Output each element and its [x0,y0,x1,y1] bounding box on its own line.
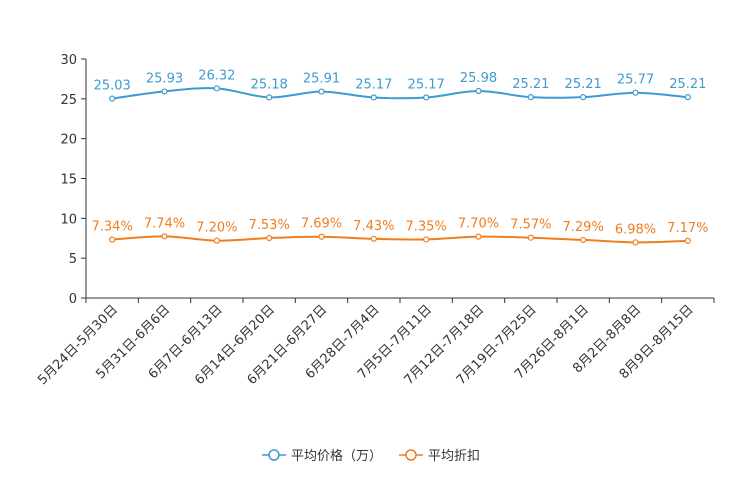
data-point [423,236,430,243]
data-point [266,94,273,101]
data-point [213,237,220,244]
data-label: 7.29% [563,220,604,235]
data-label: 7.35% [406,219,447,234]
legend-label-2: 平均折扣 [428,449,480,464]
data-label: 25.21 [669,77,706,92]
y-tick-label: 15 [60,173,77,188]
data-point [213,85,220,92]
data-point [318,233,325,240]
data-label: 25.77 [617,73,654,88]
data-point [423,94,430,101]
data-point [580,94,587,101]
data-label: 7.57% [510,218,551,233]
data-point [161,233,168,240]
data-point [318,88,325,95]
data-point [527,234,534,241]
data-label: 6.98% [615,222,656,237]
data-point [632,89,639,96]
data-point [475,233,482,240]
legend-marker [268,449,280,461]
data-label: 7.20% [196,221,237,236]
data-label: 7.43% [353,219,394,234]
data-point [684,237,691,244]
data-point [266,234,273,242]
y-tick-label: 10 [60,212,77,227]
series-line-2 [112,235,688,244]
data-point [475,87,482,95]
data-point [370,94,377,101]
legend-label-1: 平均价格（万） [291,448,382,464]
data-label: 25.18 [251,77,288,92]
data-label: 7.53% [249,218,290,233]
data-label: 25.17 [408,77,445,92]
data-point [109,236,116,243]
data-label: 25.93 [146,71,183,86]
data-label: 25.03 [94,79,131,94]
data-label: 25.91 [303,72,340,87]
data-label: 25.17 [355,77,392,92]
legend-marker [405,449,417,461]
y-tick-label: 5 [69,252,77,267]
y-tick-label: 0 [69,292,77,307]
data-point [684,94,691,101]
data-label: 7.69% [301,217,342,232]
data-label: 7.17% [667,221,708,236]
data-label: 7.34% [92,220,133,235]
data-point [370,235,377,242]
data-point [161,88,168,95]
data-point [109,95,116,102]
y-tick-label: 20 [60,133,77,148]
data-label: 26.32 [198,68,235,83]
y-tick-label: 25 [60,93,77,108]
data-label: 25.98 [460,71,497,86]
data-point [580,236,587,244]
data-label: 7.74% [144,216,185,231]
y-tick-label: 30 [60,53,77,68]
data-label: 25.21 [565,77,602,92]
data-point [632,239,639,246]
data-point [527,94,534,101]
series-line-1 [112,87,688,100]
data-label: 7.70% [458,217,499,232]
data-label: 25.21 [512,77,549,92]
